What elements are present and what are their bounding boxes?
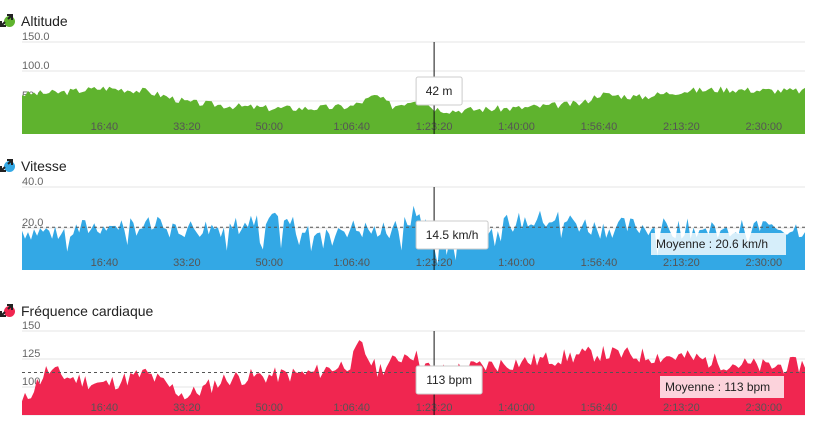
y-tick-label: 125	[22, 348, 40, 360]
tooltip-value: 14.5 km/h	[426, 228, 479, 242]
x-tick-label: 1:40:00	[498, 257, 535, 269]
speed-title-row: Vitesse	[4, 158, 67, 174]
x-tick-label: 2:13:20	[663, 402, 700, 414]
y-tick-label: 40.0	[22, 176, 43, 188]
x-tick-label: 1:40:00	[498, 402, 535, 414]
x-tick-label: 2:13:20	[663, 121, 700, 133]
series-area	[22, 86, 805, 134]
y-tick-label: 100.0	[22, 60, 50, 72]
altitude-title-row: Altitude	[4, 13, 68, 29]
x-tick-label: 50:00	[255, 121, 283, 133]
x-tick-label: 1:06:40	[333, 257, 370, 269]
heart-rate-chart: 1501251007516:4033:2050:001:06:401:23:20…	[22, 320, 805, 416]
average-label-box	[651, 233, 786, 255]
altitude-panel: Altitude 150.0100.050.0016:4033:2050:001…	[0, 0, 817, 140]
speed-legend-dot	[4, 160, 15, 172]
tooltip-value: 42 m	[426, 84, 453, 98]
y-tick-label: 20.0	[22, 217, 43, 229]
x-tick-label: 16:40	[91, 121, 119, 133]
x-tick-label: 2:13:20	[663, 257, 700, 269]
speed-chart: 40.020.00.016:4033:2050:001:06:401:23:20…	[22, 176, 805, 270]
x-tick-label: 1:56:40	[581, 257, 618, 269]
heart-rate-title-row: Fréquence cardiaque	[4, 303, 153, 319]
speed-panel: Vitesse 40.020.00.016:4033:2050:001:06:4…	[0, 145, 817, 285]
x-tick-label: 33:20	[173, 121, 201, 133]
average-label-box	[660, 376, 784, 398]
average-label: Moyenne : 113 bpm	[665, 380, 770, 394]
tooltip-box	[415, 365, 483, 395]
x-tick-label: 1:06:40	[333, 402, 370, 414]
heart-rate-expand-icon[interactable]	[0, 304, 13, 317]
altitude-chart: 150.0100.050.0016:4033:2050:001:06:401:2…	[22, 31, 805, 134]
tooltip-box	[415, 76, 463, 106]
series-area	[22, 205, 805, 270]
x-tick-label: 33:20	[173, 257, 201, 269]
heart-rate-title: Fréquence cardiaque	[21, 303, 154, 319]
series-area	[22, 340, 805, 415]
altitude-legend-dot	[4, 15, 15, 27]
x-tick-label: 1:06:40	[333, 121, 370, 133]
tooltip-value: 113 bpm	[426, 373, 472, 387]
x-tick-label: 1:56:40	[581, 121, 618, 133]
y-tick-label: 150	[22, 320, 40, 332]
x-tick-label: 50:00	[255, 402, 283, 414]
x-tick-label: 2:30:00	[745, 402, 782, 414]
x-tick-label: 1:40:00	[498, 121, 535, 133]
speed-expand-icon[interactable]	[0, 159, 13, 172]
tooltip-box	[415, 220, 489, 250]
x-tick-label: 2:30:00	[745, 121, 782, 133]
y-tick-label: 150.0	[22, 31, 50, 43]
x-tick-label: 1:56:40	[581, 402, 618, 414]
altitude-expand-icon[interactable]	[0, 14, 13, 27]
x-tick-label: 2:30:00	[745, 257, 782, 269]
altitude-title: Altitude	[21, 13, 68, 29]
heart-rate-legend-dot	[4, 305, 15, 317]
x-tick-label: 16:40	[91, 257, 119, 269]
x-tick-label: 16:40	[91, 402, 119, 414]
x-tick-label: 50:00	[255, 257, 283, 269]
average-label: Moyenne : 20.6 km/h	[656, 237, 768, 251]
heart-rate-panel: Fréquence cardiaque 1501251007516:4033:2…	[0, 290, 817, 439]
speed-title: Vitesse	[21, 158, 67, 174]
x-tick-label: 33:20	[173, 402, 201, 414]
